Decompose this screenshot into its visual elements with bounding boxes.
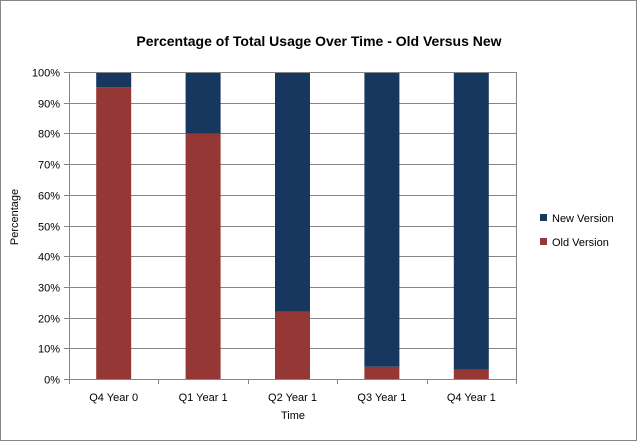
bar-old-version — [96, 87, 132, 379]
legend-swatch — [540, 238, 547, 245]
bar-new-version — [96, 72, 132, 88]
chart-title: Percentage of Total Usage Over Time - Ol… — [136, 33, 501, 49]
y-tick-label: 50% — [38, 222, 60, 234]
bar-old-version — [453, 369, 489, 379]
y-tick-labels: 0% 10% 20% 30% 40% 50% 60% 70% 80% 90% 100% — [32, 68, 60, 387]
y-axis-title: Percentage — [9, 189, 21, 245]
axes — [64, 72, 517, 384]
y-tick-label: 30% — [38, 283, 60, 295]
y-tick-label: 60% — [38, 191, 60, 203]
x-axis-title: Time — [281, 410, 305, 422]
bar-new-version — [364, 72, 400, 367]
bar-old-version — [364, 366, 400, 379]
y-tick-label: 0% — [44, 375, 60, 387]
y-tick-label: 20% — [38, 314, 60, 326]
legend-entry: Old Version — [552, 237, 609, 249]
x-tick-label: Q2 Year 1 — [268, 392, 317, 404]
y-tick-label: 90% — [38, 99, 60, 111]
x-tick-label: Q1 Year 1 — [179, 392, 228, 404]
x-tick-label: Q4 Year 1 — [447, 392, 496, 404]
bar-new-version — [453, 72, 489, 370]
y-tick-label: 10% — [38, 344, 60, 356]
x-tick-labels: Q4 Year 0 Q1 Year 1 Q2 Year 1 Q3 Year 1 Q4 Y… — [89, 392, 496, 404]
x-tick-label: Q4 Year 0 — [89, 392, 138, 404]
legend-swatch — [540, 214, 547, 221]
x-tick-label: Q3 Year 1 — [357, 392, 406, 404]
bars — [96, 72, 489, 379]
legend-entry: New Version — [552, 213, 614, 225]
y-tick-label: 100% — [32, 68, 60, 80]
legend: New Version Old Version — [540, 213, 614, 249]
bar-new-version — [185, 72, 221, 134]
y-tick-label: 80% — [38, 129, 60, 141]
bar-old-version — [185, 133, 221, 379]
bar-new-version — [275, 72, 310, 312]
y-tick-label: 40% — [38, 252, 60, 264]
plot-border — [69, 72, 517, 380]
y-tick-label: 70% — [38, 160, 60, 172]
bar-old-version — [275, 311, 310, 379]
